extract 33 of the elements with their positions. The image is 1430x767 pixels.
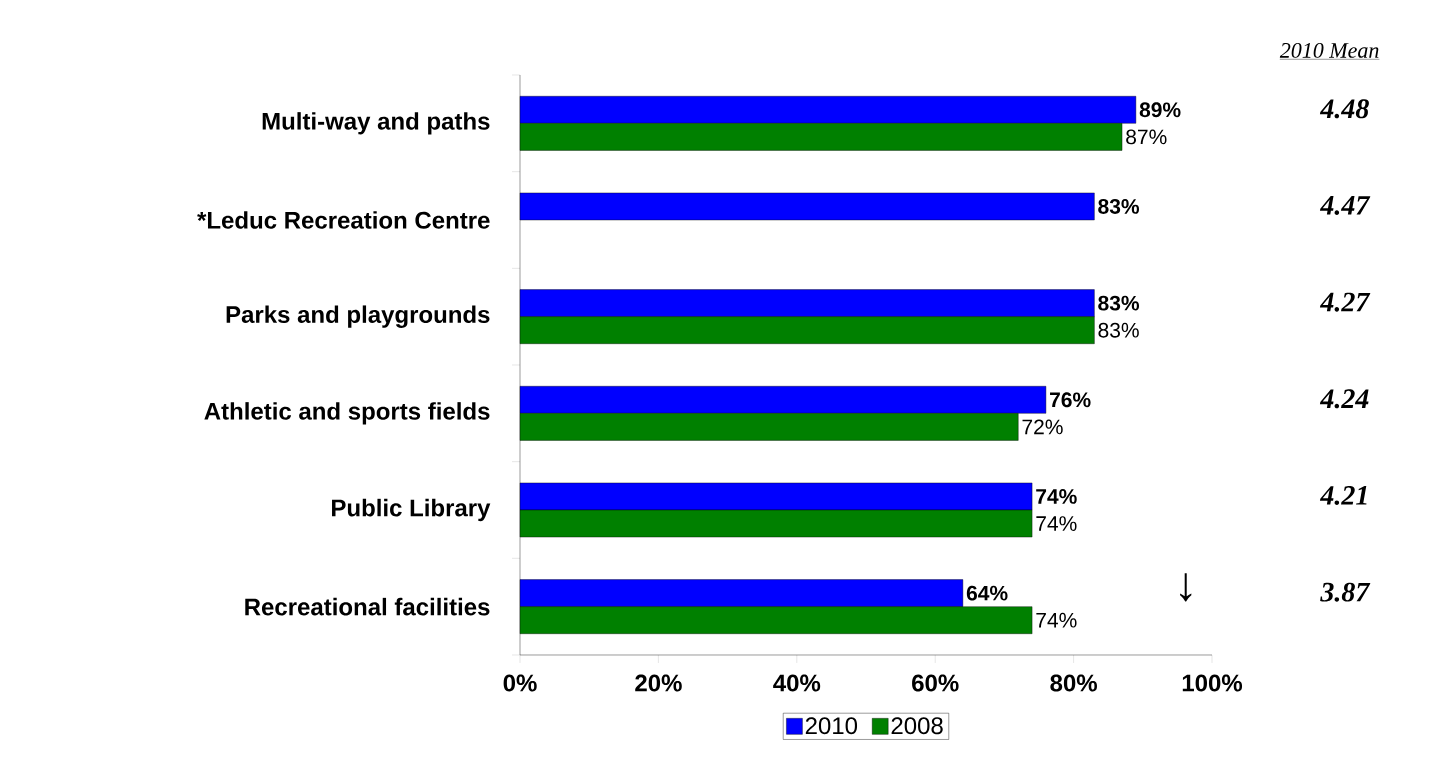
text: 4.47 — [1319, 196, 1371, 215]
data-label: 83% — [1098, 199, 1140, 214]
x-tick-label: 40% — [773, 674, 821, 692]
data-label: 87% — [1126, 129, 1167, 145]
x-tick-label: 60% — [912, 674, 959, 692]
data-label: 64% — [966, 585, 1008, 601]
data-label: 83% — [1098, 322, 1139, 338]
y-tick-label: *Leduc Recreation Centre — [197, 211, 490, 229]
annotation: ↓ — [1180, 573, 1192, 602]
legend-label: 2008 — [891, 717, 943, 735]
y-tick-label: Multi-way and paths — [262, 112, 490, 135]
x-tick-label: 100% — [1182, 674, 1243, 692]
y-tick-label: Recreational facilities — [245, 597, 490, 616]
text: 4.27 — [1319, 292, 1371, 312]
data-label: 74% — [1036, 489, 1077, 504]
data-label: 89% — [1139, 102, 1181, 118]
text: 4.21 — [1319, 486, 1367, 505]
text: 4.48 — [1319, 99, 1369, 119]
y-tick-label: Athletic and sports fields — [204, 402, 490, 425]
data-label: 74% — [1036, 516, 1077, 531]
y-tick-label: Parks and playgrounds — [226, 305, 490, 328]
legend-label: 2010 — [805, 717, 858, 735]
text: 3.87 — [1320, 582, 1371, 602]
y-tick-label: Public Library — [332, 498, 491, 522]
data-label: 83% — [1098, 295, 1140, 311]
x-tick-label: 0% — [503, 674, 537, 692]
x-tick-label: 80% — [1050, 674, 1097, 692]
text: 2010 Mean — [1279, 43, 1379, 58]
data-label: 72% — [1022, 419, 1063, 435]
data-label: 76% — [1050, 392, 1091, 408]
data-label: 74% — [1036, 612, 1077, 628]
x-tick-label: 20% — [635, 674, 682, 692]
text: 4.24 — [1319, 389, 1369, 409]
